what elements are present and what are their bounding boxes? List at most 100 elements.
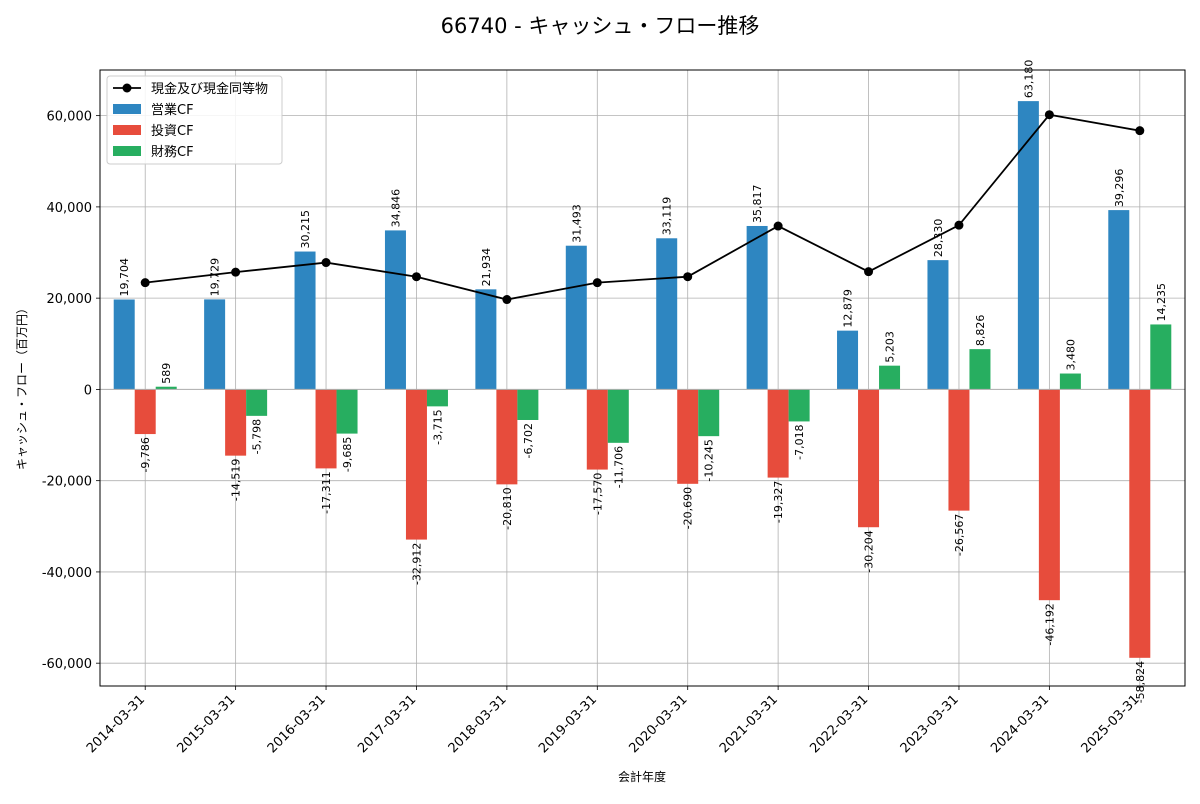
line-marker bbox=[321, 258, 331, 268]
bar-value-label: -9,685 bbox=[341, 437, 354, 472]
bar-財務CF bbox=[246, 389, 268, 416]
bar-value-label: -7,018 bbox=[793, 424, 806, 459]
bar-value-label: -46,192 bbox=[1043, 603, 1056, 645]
line-marker bbox=[140, 278, 150, 288]
line-marker bbox=[954, 220, 964, 230]
bar-value-label: 5,203 bbox=[884, 331, 897, 363]
line-marker bbox=[411, 272, 421, 282]
x-tick-label: 2014-03-31 bbox=[84, 692, 148, 756]
bar-投資CF bbox=[496, 389, 518, 485]
line-marker bbox=[1044, 110, 1054, 120]
bar-投資CF bbox=[1038, 389, 1060, 601]
bar-投資CF bbox=[586, 389, 608, 470]
bar-投資CF bbox=[858, 389, 880, 528]
bar-財務CF bbox=[336, 389, 358, 434]
bar-value-label: -5,798 bbox=[251, 419, 264, 454]
legend-label: 投資CF bbox=[151, 123, 194, 139]
bar-投資CF bbox=[948, 389, 970, 511]
x-tick-label: 2023-03-31 bbox=[898, 692, 962, 756]
y-axis-label: キャッシュ・フロー（百万円） bbox=[15, 302, 29, 470]
bar-value-label: 589 bbox=[160, 363, 173, 384]
bar-営業CF bbox=[565, 245, 587, 390]
bar-営業CF bbox=[384, 230, 406, 390]
y-tick-label: -20,000 bbox=[42, 475, 92, 490]
legend-bar-swatch bbox=[113, 104, 141, 114]
bar-投資CF bbox=[767, 389, 789, 478]
bar-value-label: -3,715 bbox=[431, 409, 444, 444]
y-tick-label: -60,000 bbox=[42, 657, 92, 672]
x-tick-label: 2016-03-31 bbox=[265, 692, 329, 756]
legend-bar-swatch bbox=[113, 146, 141, 156]
bar-営業CF bbox=[927, 260, 949, 390]
bar-value-label: 63,180 bbox=[1022, 60, 1035, 99]
bar-value-label: -19,327 bbox=[772, 481, 785, 523]
axes-frame bbox=[99, 69, 1186, 687]
legend-bar-swatch bbox=[113, 125, 141, 135]
bar-value-label: -58,824 bbox=[1134, 661, 1147, 703]
bar-value-label: 12,879 bbox=[842, 289, 855, 328]
bar-value-label: 39,296 bbox=[1113, 169, 1126, 208]
bar-財務CF bbox=[155, 386, 177, 390]
bar-営業CF bbox=[113, 299, 135, 390]
bar-value-label: 28,330 bbox=[932, 219, 945, 258]
bar-投資CF bbox=[677, 389, 699, 484]
plot-area: -60,000 -40,000 -20,000 0 20,000 40,000 60,000… bbox=[42, 60, 1186, 756]
bar-value-label: -10,245 bbox=[703, 439, 716, 481]
line-marker bbox=[502, 295, 512, 305]
line-marker bbox=[683, 272, 693, 282]
bar-財務CF bbox=[879, 365, 901, 390]
bar-財務CF bbox=[1059, 373, 1081, 390]
legend-label: 営業CF bbox=[151, 102, 194, 118]
x-tick-label: 2015-03-31 bbox=[174, 692, 238, 756]
bar-value-label: -17,311 bbox=[320, 471, 333, 513]
line-marker bbox=[1135, 126, 1145, 136]
line-marker bbox=[773, 221, 783, 231]
x-tick-label: 2021-03-31 bbox=[717, 692, 781, 756]
legend-label: 現金及び現金同等物 bbox=[151, 81, 268, 97]
bar-value-label: 31,493 bbox=[570, 204, 583, 243]
bar-value-label: 30,215 bbox=[299, 210, 312, 249]
bar-value-label: -20,810 bbox=[501, 487, 514, 529]
bar-value-label: -14,519 bbox=[230, 459, 243, 501]
bar-value-label: 3,480 bbox=[1064, 339, 1077, 371]
bar-value-label: -6,702 bbox=[522, 423, 535, 458]
bar-value-label: 14,235 bbox=[1155, 283, 1168, 322]
chart-title: 66740 - キャッシュ・フロー推移 bbox=[441, 14, 760, 38]
bar-営業CF bbox=[1108, 210, 1130, 390]
bar-value-label: -26,567 bbox=[953, 514, 966, 556]
bar-営業CF bbox=[475, 289, 497, 390]
bar-営業CF bbox=[204, 299, 226, 390]
x-tick-label: 2024-03-31 bbox=[988, 692, 1052, 756]
bar-営業CF bbox=[294, 251, 316, 390]
line-marker bbox=[231, 267, 241, 277]
line-marker bbox=[592, 278, 602, 288]
x-tick-label: 2022-03-31 bbox=[807, 692, 871, 756]
legend-label: 財務CF bbox=[151, 145, 194, 160]
legend-marker-swatch bbox=[122, 83, 132, 93]
y-tick-label: 20,000 bbox=[47, 292, 93, 307]
bar-value-label: 8,826 bbox=[974, 315, 987, 347]
bar-営業CF bbox=[746, 225, 768, 390]
bar-投資CF bbox=[405, 389, 427, 540]
bar-営業CF bbox=[1017, 101, 1039, 390]
y-tick-label: -40,000 bbox=[42, 566, 92, 581]
bar-value-label: 35,817 bbox=[751, 184, 764, 223]
legend-box bbox=[106, 75, 283, 165]
x-tick-label: 2018-03-31 bbox=[446, 692, 510, 756]
bar-営業CF bbox=[837, 330, 859, 390]
y-tick-label: 0 bbox=[84, 383, 92, 398]
bar-財務CF bbox=[517, 389, 539, 420]
y-tick-label: 40,000 bbox=[47, 201, 93, 216]
bar-value-label: -9,786 bbox=[139, 437, 152, 472]
bar-value-label: -11,706 bbox=[612, 446, 625, 488]
bar-value-label: 19,729 bbox=[209, 258, 222, 297]
bar-営業CF bbox=[656, 238, 678, 390]
x-tick-label: 2020-03-31 bbox=[626, 692, 690, 756]
bar-財務CF bbox=[426, 389, 448, 407]
bar-財務CF bbox=[969, 349, 991, 390]
y-tick-label: 60,000 bbox=[47, 110, 93, 125]
bar-value-label: -32,912 bbox=[410, 543, 423, 585]
bar-value-label: 34,846 bbox=[389, 189, 402, 228]
